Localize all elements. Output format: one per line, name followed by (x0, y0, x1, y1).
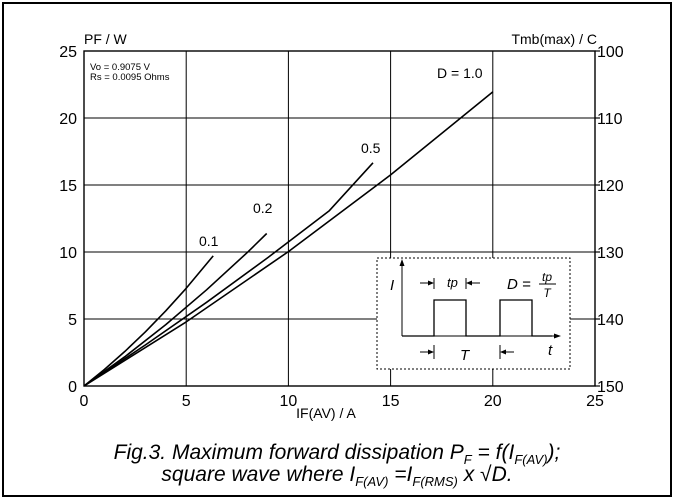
y-axis-left-title: PF / W (84, 31, 128, 47)
inset-label-period: T (460, 347, 471, 364)
y-tick-label-20: 20 (59, 111, 77, 128)
y-tick-label-15: 15 (59, 178, 77, 195)
inset-formula-den: T (543, 286, 552, 300)
y-axis-right-title: Tmb(max) / C (511, 31, 597, 47)
series-label-0.2: 0.2 (253, 200, 273, 216)
series-line-2 (83, 162, 374, 387)
period-arrow-right-head (500, 349, 506, 355)
inset-label-tp: tp (447, 275, 458, 290)
inset-pulse-train (402, 299, 552, 337)
y-tick-label-5: 5 (68, 312, 77, 329)
caption-2-text-a: square wave where I (161, 463, 356, 486)
plot-frame (83, 50, 596, 387)
inset-x-arrow (554, 333, 561, 339)
y2-tick-label-130: 130 (597, 245, 624, 262)
caption-1-sub-b: F(AV) (514, 452, 548, 468)
y-tick-label-25: 25 (59, 44, 77, 61)
caption-2-sub-a: F(AV) (355, 474, 389, 490)
inset-label-t: t (548, 342, 553, 359)
period-arrow-left-head (428, 349, 434, 355)
x-tick-label-15: 15 (382, 393, 400, 410)
inset-y-arrow (399, 259, 405, 266)
x-tick-label-5: 5 (182, 393, 191, 410)
y-tick-label-0: 0 (68, 379, 77, 396)
inset-waveform: I t tp T D = tp T (376, 257, 571, 370)
figure-caption-line-2: square wave where IF(AV) =IF(RMS) x √D. (0, 464, 674, 493)
series-line-0 (83, 255, 214, 387)
x-tick-label-25: 25 (586, 393, 604, 410)
y2-tick-label-140: 140 (597, 312, 624, 329)
y2-tick-label-110: 110 (597, 111, 623, 128)
x-tick-label-20: 20 (484, 393, 502, 410)
inset-formula-lhs: D = (507, 276, 531, 293)
series-group (83, 91, 494, 387)
caption-2-text-b: =I (388, 463, 413, 486)
series-label-0.1: 0.1 (199, 233, 219, 249)
caption-1-sub-a: F (463, 452, 472, 468)
series-line-3 (83, 91, 494, 387)
figure-caption-line-1: Fig.3. Maximum forward dissipation PF = … (0, 442, 674, 471)
axis-ticks: 0 5 10 15 20 25 0 5 10 15 20 25 100 110 120 130 140 150 (59, 44, 624, 410)
caption-1-text-a: Fig.3. Maximum forward dissipation P (113, 441, 464, 464)
x-tick-label-10: 10 (280, 393, 298, 410)
tp-arrow-right-head (466, 280, 472, 286)
plot-area: 0 5 10 15 20 25 0 5 10 15 20 25 100 110 120 130 140 150 (59, 44, 624, 410)
caption-2-text-c: x √D. (457, 463, 513, 486)
y-tick-label-10: 10 (59, 245, 77, 262)
x-axis-title: IF(AV) / A (296, 405, 356, 421)
param-vo: Vo = 0.9075 V (90, 62, 151, 73)
tp-arrow-left-head (428, 280, 434, 286)
inset-box (376, 257, 571, 370)
series-label-1.0: D = 1.0 (437, 65, 483, 81)
caption-2-sub-b: F(RMS) (412, 474, 458, 490)
series-line-1 (83, 232, 268, 387)
series-label-0.5: 0.5 (361, 140, 381, 156)
caption-1-text-b: = f(I (471, 441, 515, 464)
inset-label-i: I (390, 277, 394, 294)
inset-formula-num: tp (542, 270, 552, 284)
y2-tick-label-100: 100 (597, 44, 624, 61)
x-tick-label-0: 0 (80, 393, 89, 410)
y2-tick-label-120: 120 (597, 178, 624, 195)
param-rs: Rs = 0.0095 Ohms (90, 72, 170, 83)
y2-tick-label-150: 150 (597, 379, 624, 396)
caption-1-text-c: ); (547, 441, 561, 464)
